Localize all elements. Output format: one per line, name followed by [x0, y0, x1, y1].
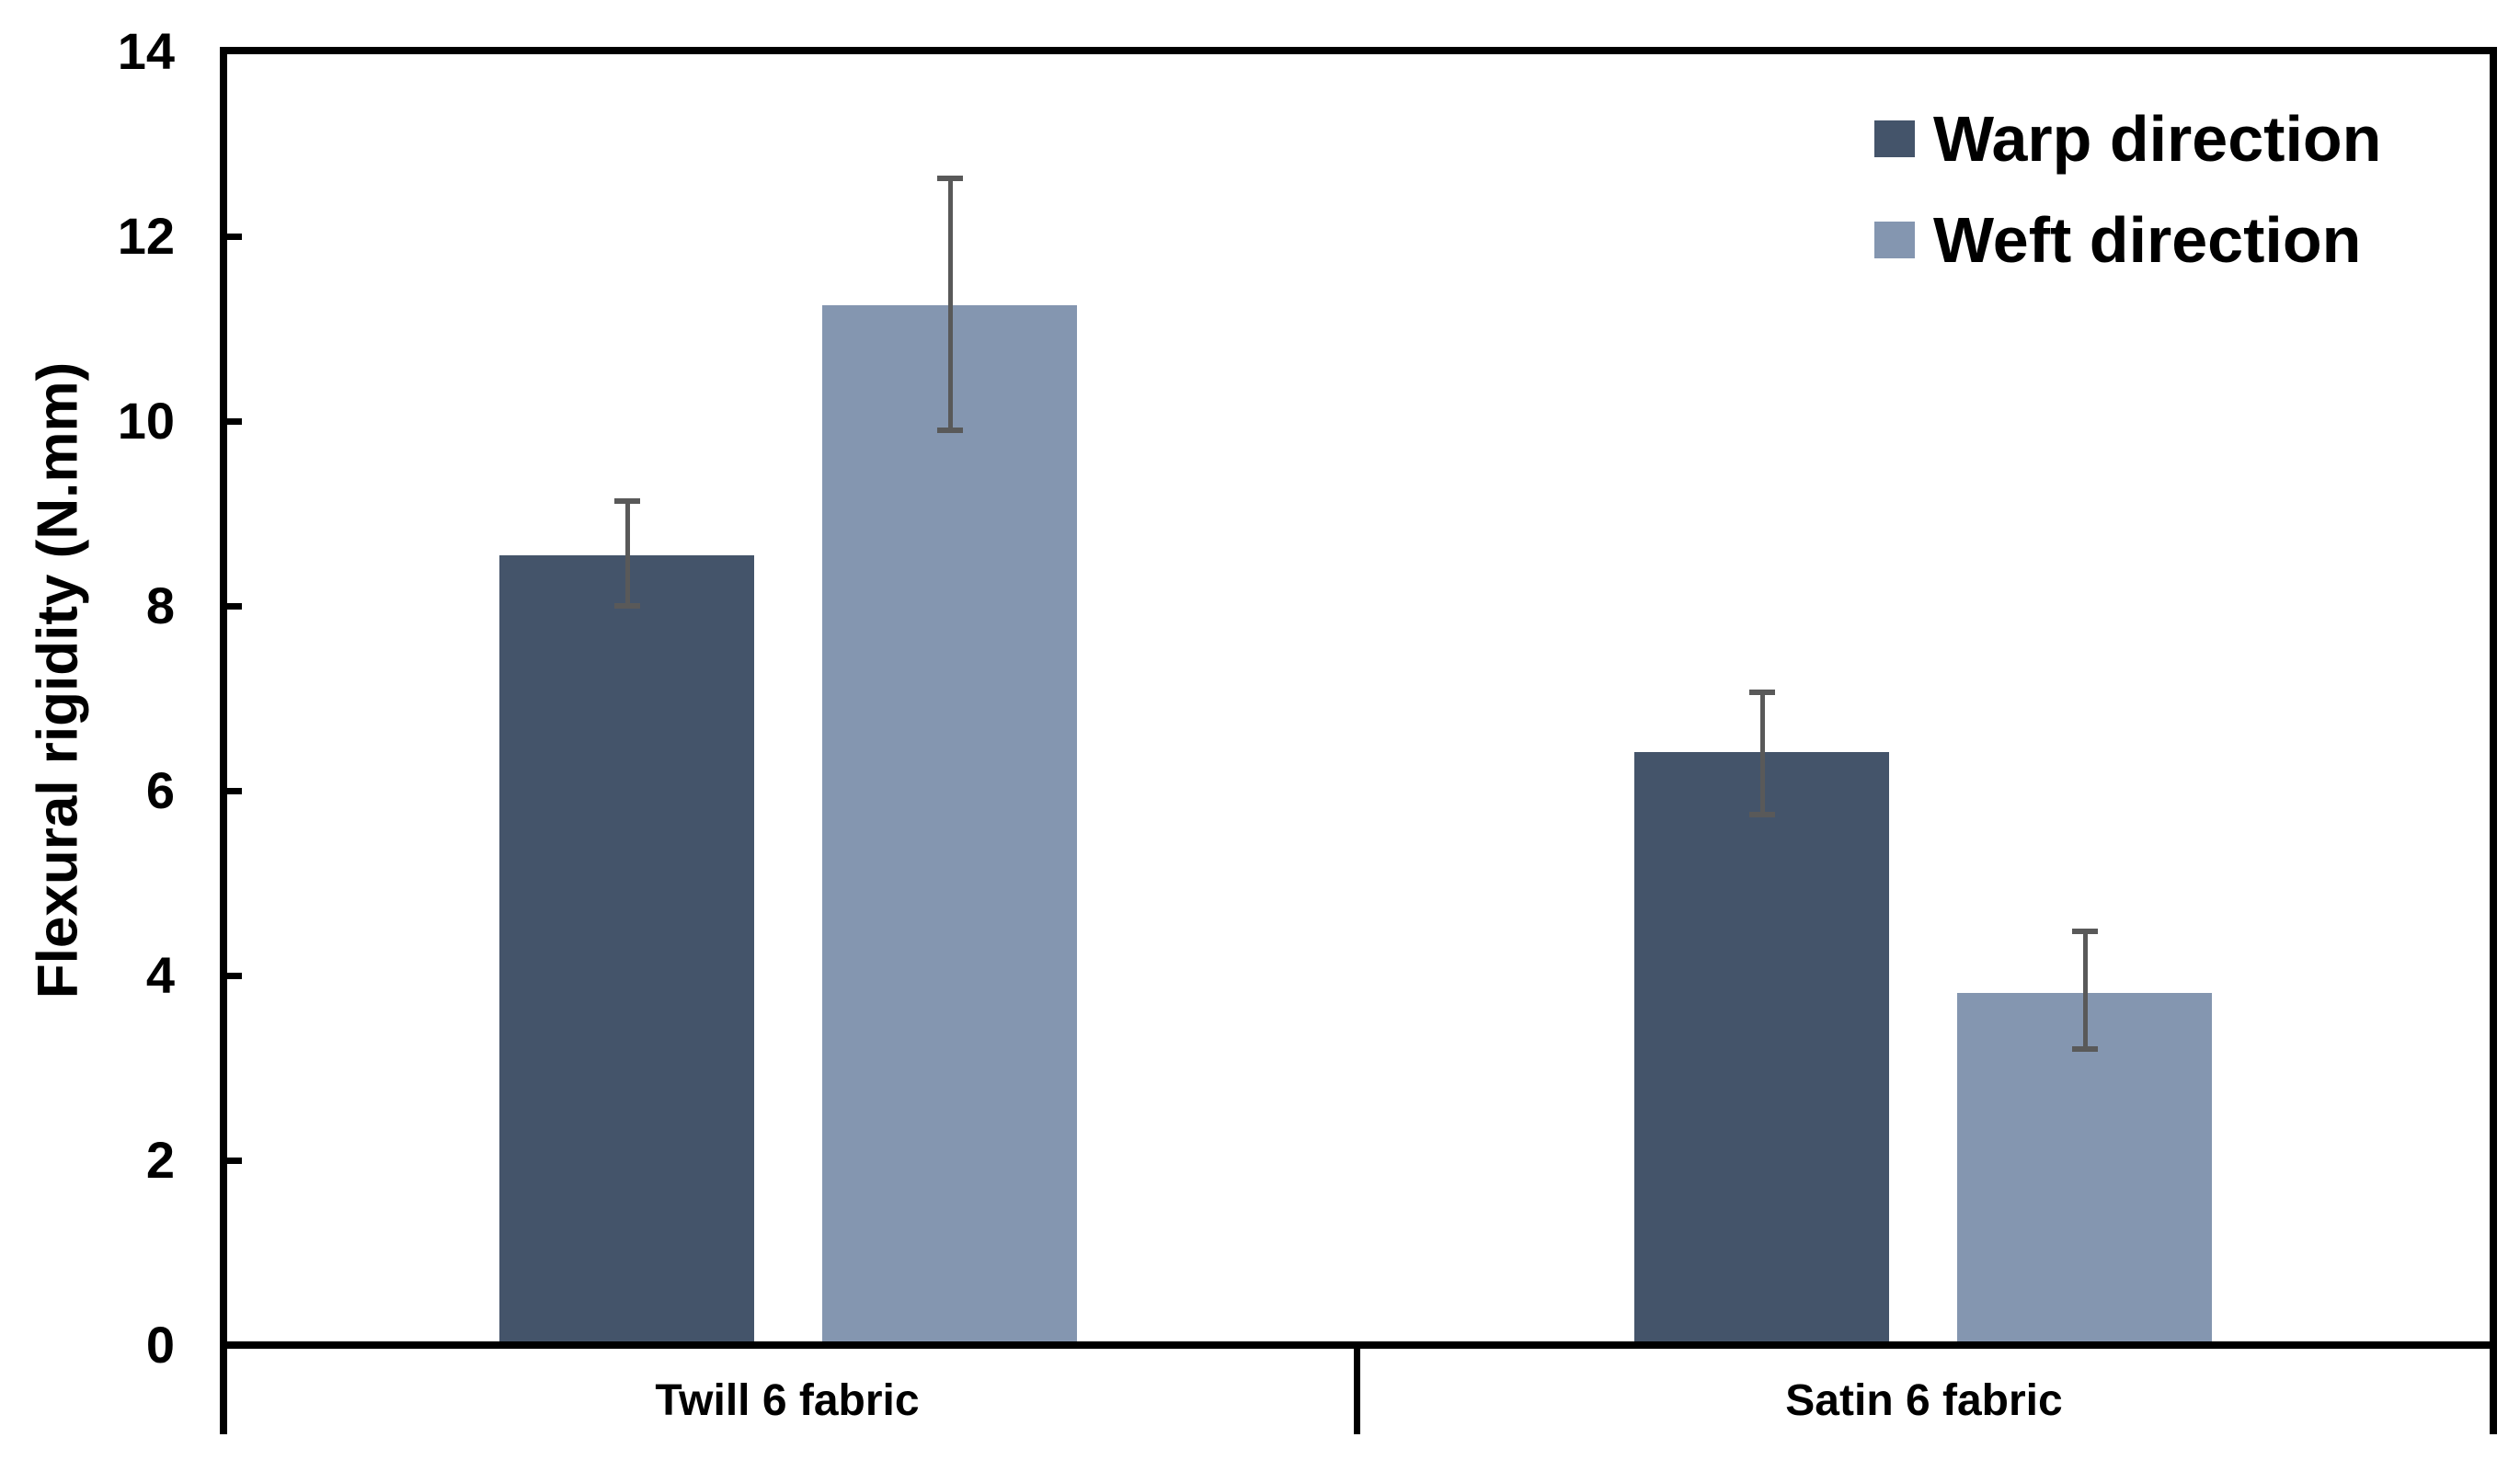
- y-tick-label-10: 10: [117, 392, 175, 450]
- legend-swatch-warp: [1874, 120, 1915, 157]
- y-axis-title: Flexural rigidity (N.mm): [26, 361, 90, 999]
- y-tick-label-2: 2: [145, 1131, 175, 1189]
- y-tick-label-14: 14: [117, 22, 175, 80]
- error-cap-low-warp-twill: [614, 603, 640, 609]
- plot-right-spine: [2490, 47, 2497, 1434]
- error-bar-weft-satin: [2083, 931, 2088, 1049]
- error-cap-high-warp-twill: [614, 498, 640, 504]
- legend-label-warp: Warp direction: [1933, 103, 2382, 175]
- y-tick-mark-10: [227, 418, 242, 425]
- bar-weft-twill: [822, 305, 1077, 1341]
- error-cap-low-weft-satin: [2072, 1046, 2098, 1052]
- legend-label-weft: Weft direction: [1933, 204, 2362, 276]
- y-tick-mark-4: [227, 973, 242, 979]
- category-divider-tick: [1354, 1341, 1360, 1434]
- y-axis-left-spine: [220, 47, 227, 1434]
- error-bar-warp-twill: [625, 501, 630, 606]
- category-label-twill: Twill 6 fabric: [655, 1376, 920, 1425]
- y-tick-mark-6: [227, 788, 242, 794]
- bar-warp-twill: [499, 555, 754, 1341]
- error-bar-weft-twill: [948, 178, 953, 430]
- y-tick-mark-2: [227, 1158, 242, 1164]
- error-cap-low-weft-twill: [937, 428, 963, 433]
- error-cap-high-weft-twill: [937, 176, 963, 181]
- error-bar-warp-satin: [1760, 692, 1765, 815]
- legend-swatch-weft: [1874, 222, 1915, 258]
- error-cap-high-weft-satin: [2072, 929, 2098, 934]
- error-cap-low-warp-satin: [1749, 812, 1775, 817]
- y-tick-mark-8: [227, 603, 242, 610]
- error-cap-high-warp-satin: [1749, 690, 1775, 695]
- y-tick-label-4: 4: [145, 946, 175, 1004]
- y-tick-mark-12: [227, 234, 242, 240]
- y-tick-label-12: 12: [117, 207, 175, 265]
- plot-top-frame: [220, 47, 2497, 54]
- bar-warp-satin: [1634, 752, 1889, 1341]
- y-tick-label-6: 6: [145, 761, 175, 819]
- category-label-satin: Satin 6 fabric: [1785, 1376, 2063, 1425]
- y-tick-label-8: 8: [145, 576, 175, 634]
- y-tick-label-0: 0: [145, 1316, 175, 1374]
